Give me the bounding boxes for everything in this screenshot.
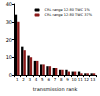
svg-text:8: 8 <box>60 77 63 82</box>
svg-text:3: 3 <box>28 77 31 82</box>
svg-text:6: 6 <box>47 77 50 82</box>
svg-text:7: 7 <box>54 77 57 82</box>
svg-text:11: 11 <box>78 77 84 82</box>
svg-text:30: 30 <box>6 19 12 25</box>
svg-text:13: 13 <box>90 77 96 82</box>
svg-text:CRL range 12-80 TWC 37%: CRL range 12-80 TWC 37% <box>45 13 93 17</box>
svg-text:5: 5 <box>41 77 44 82</box>
svg-text:1: 1 <box>16 77 19 82</box>
svg-text:20: 20 <box>6 37 12 43</box>
svg-text:transmission rank: transmission rank <box>33 86 78 92</box>
svg-text:10: 10 <box>71 77 77 82</box>
svg-text:4: 4 <box>35 77 38 82</box>
svg-text:10: 10 <box>6 54 12 60</box>
svg-text:CRL range 12-80 TWC 1%: CRL range 12-80 TWC 1% <box>45 8 91 12</box>
svg-text:40: 40 <box>6 1 12 7</box>
svg-text:9: 9 <box>66 77 69 82</box>
svg-text:2: 2 <box>22 77 25 82</box>
svg-text:0: 0 <box>9 72 12 78</box>
svg-text:12: 12 <box>84 77 90 82</box>
